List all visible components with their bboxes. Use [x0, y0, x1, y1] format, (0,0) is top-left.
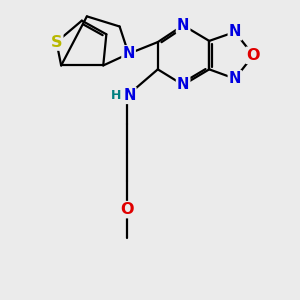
- Text: O: O: [247, 48, 260, 63]
- Text: N: N: [123, 88, 136, 103]
- Text: N: N: [229, 24, 241, 39]
- Text: N: N: [229, 71, 241, 86]
- Text: N: N: [177, 77, 189, 92]
- Text: H: H: [111, 89, 122, 102]
- Text: S: S: [51, 34, 62, 50]
- Text: N: N: [122, 46, 135, 61]
- Text: N: N: [177, 18, 189, 33]
- Text: O: O: [121, 202, 134, 217]
